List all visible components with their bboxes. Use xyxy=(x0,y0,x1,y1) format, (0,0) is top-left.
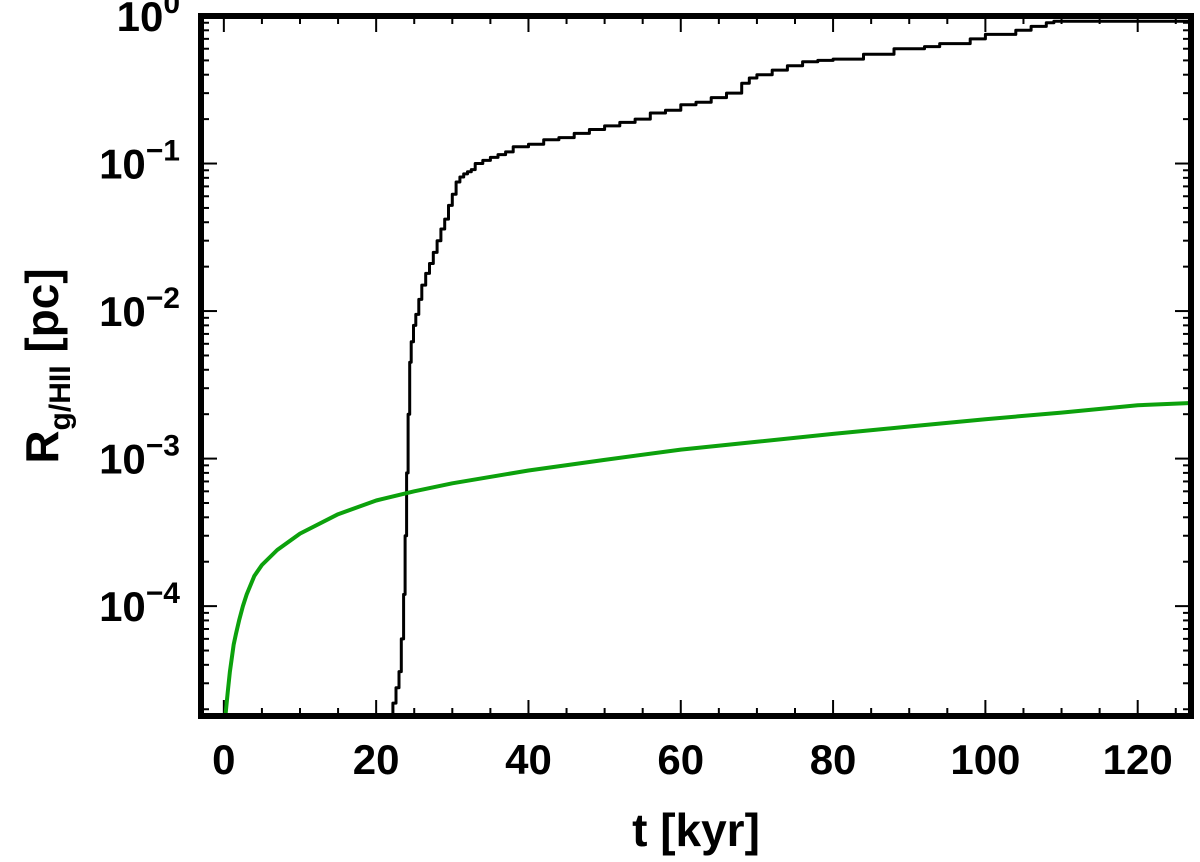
series-line-1 xyxy=(388,19,1191,718)
x-tick-label: 60 xyxy=(657,736,704,783)
y-axis-label-unit: [pc] xyxy=(16,268,68,365)
series-line-2 xyxy=(223,401,1192,717)
y-tick-exponent: 0 xyxy=(163,0,180,20)
plot-frame xyxy=(198,13,1194,719)
y-axis-label: Rg/HII [pc] xyxy=(16,268,77,463)
y-tick-label: 100 xyxy=(117,0,180,40)
x-tick-label: 0 xyxy=(212,736,235,783)
x-axis-label: t [kyr] xyxy=(632,804,760,856)
y-tick-exponent: −3 xyxy=(146,430,180,463)
y-axis-label-sub: g/HII xyxy=(44,365,77,430)
y-tick-exponent: −2 xyxy=(146,282,180,315)
x-tick-label: 20 xyxy=(353,736,400,783)
x-tick-label: 120 xyxy=(1103,736,1173,783)
y-tick-base: 10 xyxy=(99,141,146,188)
y-tick-base: 10 xyxy=(99,583,146,630)
y-tick-base: 10 xyxy=(117,0,164,40)
x-tick-label: 100 xyxy=(950,736,1020,783)
y-tick-label: 10−4 xyxy=(99,577,180,630)
y-axis-label-main: R xyxy=(16,430,68,463)
x-tick-label: 80 xyxy=(810,736,857,783)
y-tick-base: 10 xyxy=(99,436,146,483)
y-tick-base: 10 xyxy=(99,288,146,335)
y-tick-label: 10−2 xyxy=(99,282,180,335)
x-tick-label: 40 xyxy=(505,736,552,783)
y-tick-label: 10−3 xyxy=(99,430,180,483)
y-tick-exponent: −1 xyxy=(146,135,180,168)
ticks-layer xyxy=(201,15,1191,716)
series-layer xyxy=(223,19,1192,718)
y-tick-label: 10−1 xyxy=(99,135,180,188)
y-tick-exponent: −4 xyxy=(146,577,181,610)
